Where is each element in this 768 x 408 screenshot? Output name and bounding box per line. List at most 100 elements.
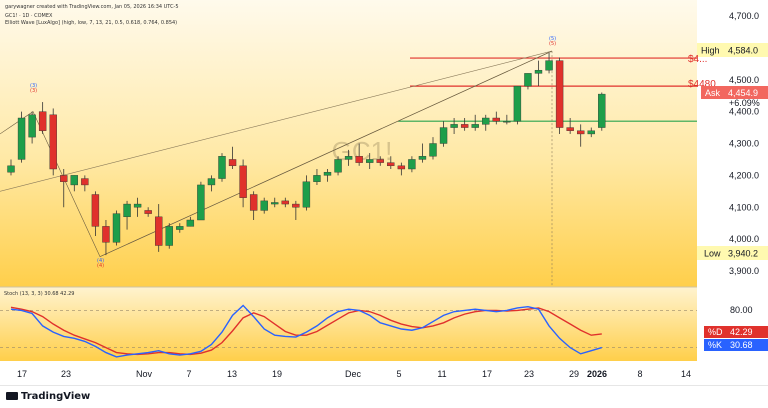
- low-label: Low 3,940.2: [697, 246, 768, 260]
- candle-body: [70, 175, 79, 186]
- candle-body: [587, 130, 595, 135]
- candle-body: [323, 171, 332, 176]
- candle-body: [313, 175, 321, 182]
- time-tick: 11: [437, 369, 446, 379]
- stoch-k-line: [10, 304, 602, 358]
- candle-body: [197, 184, 205, 221]
- candle-body: [60, 175, 68, 182]
- candles: [7, 52, 606, 256]
- candle-body: [482, 117, 490, 125]
- high-label: High 4,584.0: [697, 43, 768, 57]
- candle-body: [207, 178, 216, 186]
- candle-body: [387, 162, 395, 167]
- price-tick: 4,000.0: [729, 234, 759, 244]
- price-tick: 4,400.0: [729, 107, 759, 117]
- candle-body: [460, 124, 469, 128]
- stoch-k-text: %K: [708, 340, 722, 350]
- level-4480-text: $4480: [688, 79, 716, 90]
- wave-label-4b: (4): [97, 263, 104, 269]
- tradingview-logo-icon: [6, 392, 18, 400]
- time-tick: 29: [569, 369, 579, 379]
- candle-body: [555, 60, 564, 128]
- candle-body: [102, 226, 110, 243]
- wave-label-3: (3): [30, 83, 37, 89]
- candle-body: [49, 114, 57, 170]
- ask-value: 4,454.9: [728, 88, 758, 98]
- level-top-label: $4...: [688, 54, 707, 65]
- candle-body: [418, 156, 427, 160]
- elliott-wave-lines: [0, 50, 697, 287]
- candle-body: [302, 181, 311, 208]
- stoch-k-label: %K 30.68: [704, 339, 768, 351]
- ask-label: Ask 4,454.9: [701, 86, 768, 99]
- candle-body: [598, 93, 606, 128]
- stoch-lines: [0, 304, 697, 358]
- time-tick: 5: [396, 369, 401, 379]
- candle-body: [366, 159, 374, 163]
- candle-body: [249, 194, 258, 211]
- candle-body: [492, 117, 500, 122]
- stoch-d-value: 42.29: [730, 327, 753, 337]
- time-tick: 17: [482, 369, 492, 379]
- candle-body: [239, 165, 247, 198]
- price-tick: 3,900.0: [729, 266, 759, 276]
- candle-body: [260, 200, 268, 211]
- candle-body: [503, 120, 511, 123]
- candle-body: [271, 202, 279, 205]
- candle-body: [112, 213, 121, 243]
- candle-body: [577, 130, 585, 135]
- candle-body: [218, 156, 226, 179]
- candle-body: [334, 159, 342, 173]
- candle-body: [7, 165, 15, 173]
- stoch-title: Stoch (13, 3, 3) 30.68 42.29: [4, 291, 75, 297]
- footer: TradingView: [0, 385, 768, 408]
- candle-body: [471, 124, 479, 128]
- stoch-d-text: %D: [708, 327, 723, 337]
- price-tick: 4,200.0: [729, 170, 759, 180]
- time-tick: 8: [637, 369, 642, 379]
- time-tick: 19: [272, 369, 282, 379]
- time-tick: 7: [186, 369, 191, 379]
- stoch-pane-bg: [0, 287, 697, 361]
- candle-body: [28, 114, 36, 138]
- candle-body: [397, 165, 406, 170]
- time-tick: Nov: [136, 369, 153, 379]
- time-axis-bg: [0, 361, 697, 385]
- trend-line-upper: [0, 50, 553, 192]
- header-indicator[interactable]: Elliott Wave [LuxAlgo] (high, low, 7, 13…: [5, 20, 178, 26]
- time-tick: 23: [61, 369, 71, 379]
- high-label-text: High: [701, 46, 720, 56]
- candle-body: [17, 117, 26, 160]
- candle-body: [144, 210, 152, 214]
- candle-body: [450, 124, 458, 128]
- header-credit: garywagner created with TradingView.com,…: [5, 4, 179, 10]
- chart-canvas[interactable]: GC1! 4,700.04,600.04,500.04,400.04,300.0…: [0, 0, 768, 385]
- time-tick: 13: [227, 369, 237, 379]
- candle-body: [176, 226, 184, 230]
- candle-body: [228, 159, 237, 167]
- tradingview-logo-text: TradingView: [21, 391, 91, 402]
- candle-body: [513, 85, 522, 122]
- candle-body: [281, 200, 289, 205]
- candle-body: [355, 156, 363, 163]
- candle-body: [38, 111, 47, 131]
- candle-body: [344, 156, 353, 160]
- candle-body: [186, 219, 195, 227]
- wave-label-4: (4): [97, 258, 104, 264]
- low-value: 3,940.2: [728, 249, 758, 259]
- high-value: 4,584.0: [728, 46, 758, 56]
- header-symbol[interactable]: GC1! · 1D · COMEX: [5, 13, 53, 19]
- price-tick: 4,500.0: [729, 75, 759, 85]
- wave-zigzag: [0, 50, 553, 258]
- candle-body: [81, 178, 89, 186]
- price-tick: 4,100.0: [729, 202, 759, 212]
- stoch-k-value: 30.68: [730, 340, 753, 350]
- wave-label-3b: (3): [30, 88, 37, 94]
- change-percent: +6.09%: [729, 98, 760, 108]
- candle-body: [91, 194, 100, 227]
- tradingview-logo[interactable]: TradingView: [6, 391, 90, 402]
- price-axis-bg: [697, 0, 768, 385]
- stoch-level-80: 80.00: [730, 305, 753, 315]
- candle-body: [408, 159, 416, 170]
- time-axis[interactable]: 17 23 Nov 7 13 19 Dec 5 11 17 23 29 2026 8 14: [17, 366, 691, 380]
